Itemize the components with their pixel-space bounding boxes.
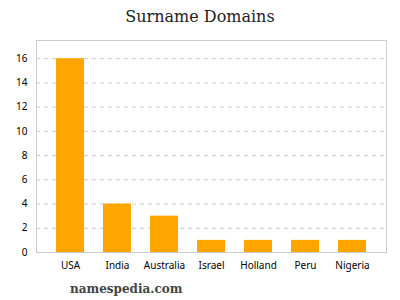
svg-text:14: 14 [16, 75, 28, 89]
svg-text:Israel: Israel [199, 258, 225, 272]
svg-text:2: 2 [22, 220, 28, 234]
svg-text:8: 8 [22, 148, 28, 162]
svg-text:16: 16 [16, 51, 28, 65]
svg-text:Peru: Peru [295, 258, 317, 272]
svg-text:0: 0 [22, 245, 28, 259]
html-text:Surname Domains: Surname Domains [125, 7, 275, 26]
svg-text:10: 10 [16, 124, 28, 138]
svg-text:USA: USA [61, 258, 81, 272]
svg-text:4: 4 [22, 196, 28, 210]
html-text:namespedia.com: namespedia.com [70, 282, 183, 296]
svg-text:Nigeria: Nigeria [335, 258, 369, 272]
svg-text:12: 12 [16, 99, 28, 113]
svg-text:Holland: Holland [240, 258, 277, 272]
svg-text:India: India [106, 258, 130, 272]
svg-text:Australia: Australia [144, 258, 185, 272]
svg-text:6: 6 [22, 172, 28, 186]
